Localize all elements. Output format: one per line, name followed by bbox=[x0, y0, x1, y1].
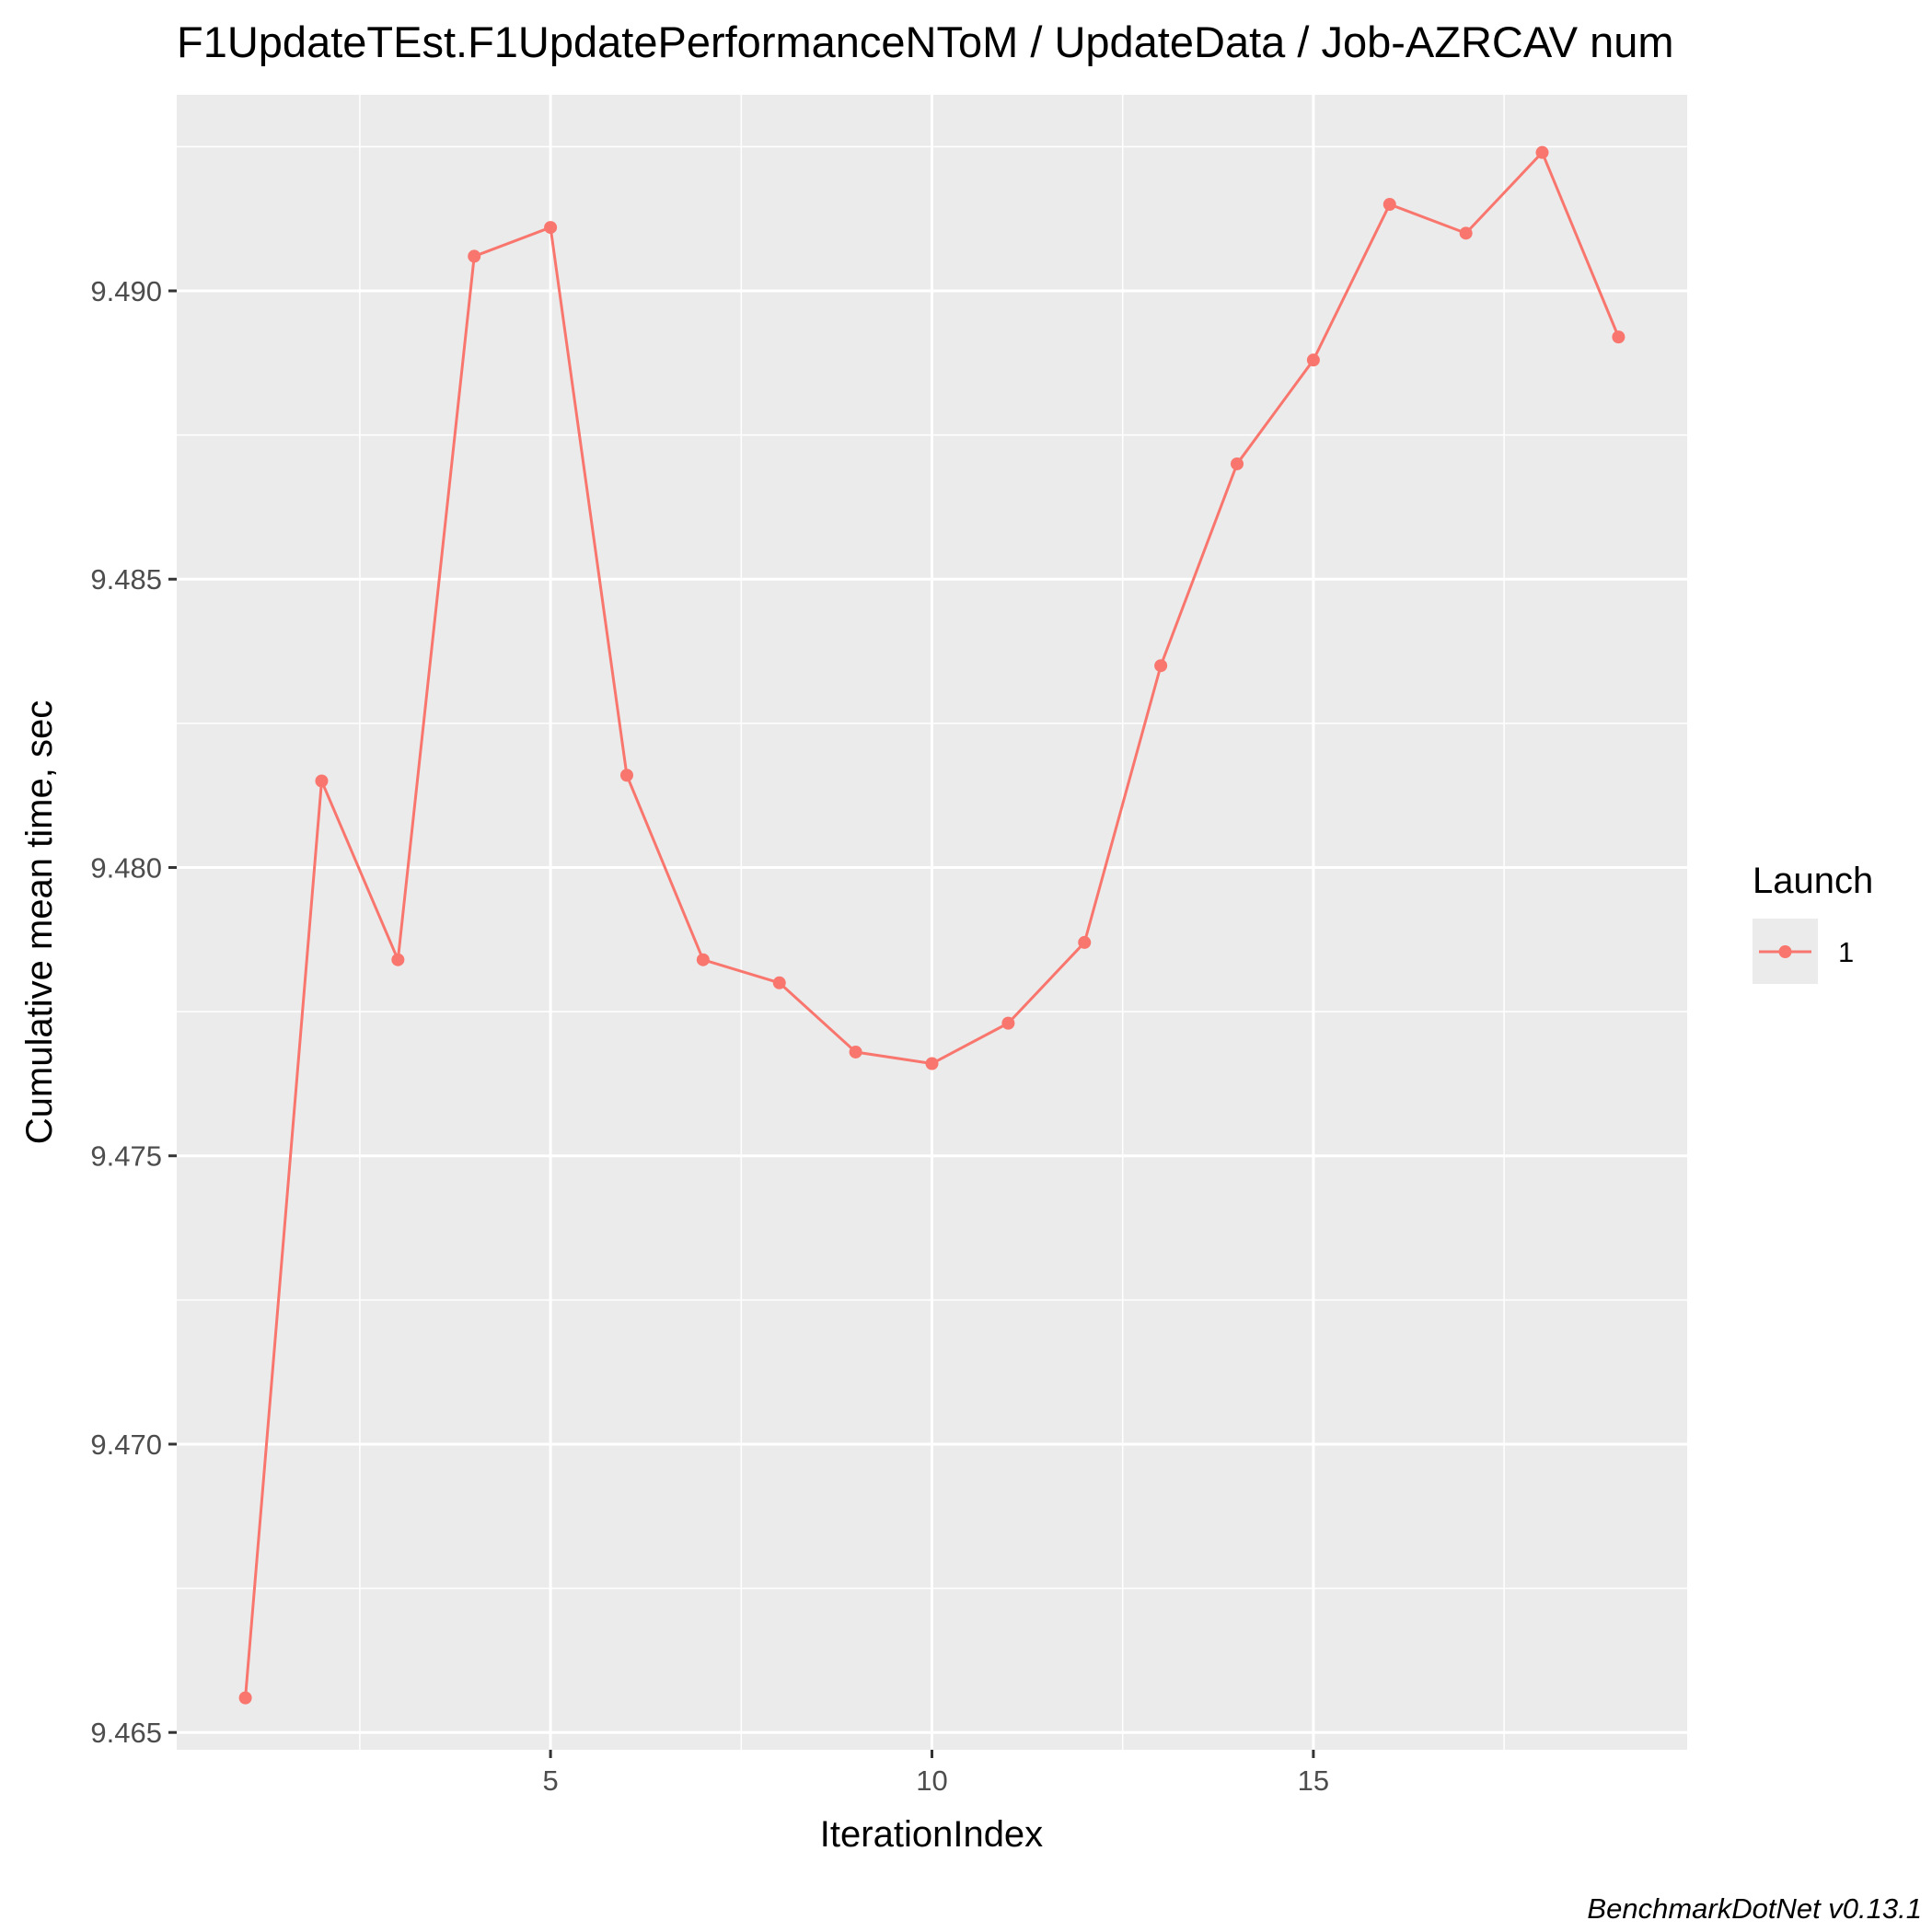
data-point bbox=[468, 249, 481, 263]
data-point bbox=[619, 769, 633, 782]
data-point bbox=[315, 774, 329, 788]
legend: Launch 1 bbox=[1753, 861, 1873, 984]
y-tick-label: 9.485 bbox=[90, 563, 162, 596]
legend-title: Launch bbox=[1753, 861, 1873, 901]
series-layer bbox=[238, 145, 1625, 1705]
data-point bbox=[1459, 226, 1473, 240]
chart-caption: BenchmarkDotNet v0.13.1 bbox=[1587, 1892, 1922, 1925]
data-point bbox=[1154, 659, 1168, 673]
x-axis-title: IterationIndex bbox=[820, 1814, 1043, 1855]
x-tick-label: 5 bbox=[542, 1764, 558, 1797]
data-point bbox=[544, 221, 558, 235]
x-tick-label: 10 bbox=[916, 1764, 947, 1797]
data-point bbox=[925, 1057, 939, 1070]
data-point bbox=[1078, 935, 1092, 949]
legend-key-point bbox=[1778, 945, 1792, 958]
major-gridlines bbox=[177, 95, 1687, 1750]
y-tick-label: 9.465 bbox=[90, 1717, 162, 1749]
axis-ticks bbox=[168, 289, 1315, 1758]
axis-tick-labels: 5 10 15 9.465 9.470 9.475 9.480 9.485 9.490 bbox=[90, 275, 1329, 1797]
data-point bbox=[1001, 1016, 1015, 1030]
data-point bbox=[1535, 145, 1549, 159]
data-point bbox=[696, 953, 710, 966]
y-tick-label: 9.480 bbox=[90, 851, 162, 884]
y-tick-label: 9.470 bbox=[90, 1429, 162, 1461]
data-point bbox=[238, 1691, 252, 1705]
chart-title: F1UpdateTEst.F1UpdatePerformanceNToM / U… bbox=[177, 17, 1674, 66]
y-tick-label: 9.490 bbox=[90, 275, 162, 307]
data-point bbox=[1612, 330, 1625, 344]
legend-label-series-1: 1 bbox=[1838, 936, 1854, 968]
data-point bbox=[1306, 353, 1320, 367]
x-tick-label: 15 bbox=[1298, 1764, 1329, 1797]
data-point bbox=[1382, 198, 1396, 212]
data-point bbox=[391, 953, 405, 966]
y-tick-label: 9.475 bbox=[90, 1140, 162, 1173]
data-point bbox=[772, 976, 786, 989]
data-point bbox=[1231, 457, 1244, 470]
y-axis-title: Cumulative mean time, sec bbox=[19, 700, 60, 1144]
data-point bbox=[849, 1045, 862, 1059]
